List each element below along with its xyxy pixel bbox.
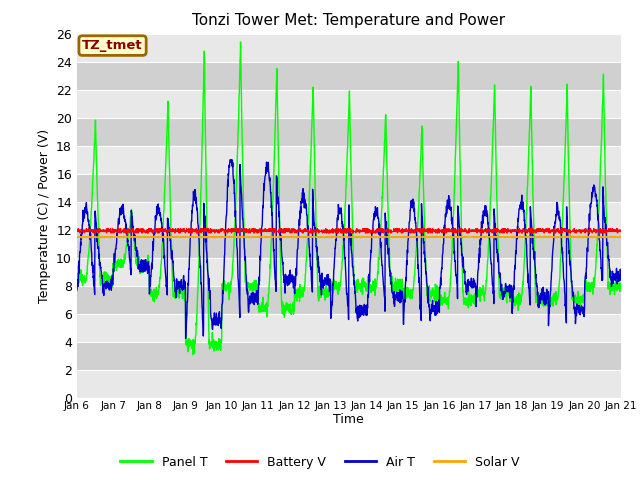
Air T	[182, 336, 189, 341]
Solar V	[617, 234, 625, 240]
Solar V	[225, 234, 232, 240]
Solar V	[507, 234, 515, 240]
Bar	[77, 174, 621, 202]
Battery V	[377, 227, 385, 233]
Bar	[77, 118, 621, 146]
Air T	[225, 171, 232, 177]
Legend: Panel T, Battery V, Air T, Solar V: Panel T, Battery V, Air T, Solar V	[115, 451, 525, 474]
Y-axis label: Temperature (C) / Power (V): Temperature (C) / Power (V)	[38, 129, 51, 303]
Air T	[73, 288, 81, 293]
Air T	[570, 293, 577, 299]
Bar	[77, 90, 621, 118]
Panel T	[225, 280, 232, 286]
Line: Panel T: Panel T	[77, 42, 621, 355]
Line: Air T: Air T	[77, 160, 621, 338]
Solar V	[569, 233, 577, 239]
Panel T	[189, 352, 196, 358]
Panel T	[570, 298, 577, 304]
Air T	[226, 157, 234, 163]
Air T	[377, 244, 385, 250]
Bar	[77, 342, 621, 371]
Panel T	[617, 280, 625, 286]
Line: Battery V: Battery V	[77, 228, 621, 233]
Air T	[617, 277, 625, 283]
Panel T	[237, 39, 244, 45]
Bar	[77, 230, 621, 258]
Bar	[77, 61, 621, 90]
Bar	[77, 286, 621, 314]
Solar V	[570, 234, 577, 240]
Battery V	[584, 228, 592, 234]
Text: TZ_tmet: TZ_tmet	[82, 39, 143, 52]
Bar	[77, 202, 621, 230]
Solar V	[79, 235, 86, 241]
Panel T	[73, 276, 81, 282]
Line: Solar V: Solar V	[77, 236, 621, 238]
Battery V	[73, 227, 81, 233]
Bar	[77, 371, 621, 398]
Bar	[77, 314, 621, 342]
Air T	[365, 280, 372, 286]
Bar	[77, 146, 621, 174]
Battery V	[617, 228, 625, 234]
Panel T	[377, 228, 385, 234]
Battery V	[570, 228, 577, 234]
Panel T	[365, 283, 372, 288]
Air T	[508, 289, 515, 295]
Solar V	[73, 234, 81, 240]
X-axis label: Time: Time	[333, 413, 364, 426]
Bar	[77, 258, 621, 286]
Solar V	[376, 234, 384, 240]
Bar	[77, 34, 621, 61]
Battery V	[74, 226, 82, 231]
Solar V	[584, 234, 592, 240]
Title: Tonzi Tower Met: Temperature and Power: Tonzi Tower Met: Temperature and Power	[192, 13, 506, 28]
Panel T	[508, 291, 515, 297]
Battery V	[365, 227, 372, 233]
Battery V	[76, 230, 84, 236]
Air T	[584, 235, 592, 240]
Panel T	[584, 288, 592, 294]
Battery V	[508, 230, 515, 236]
Solar V	[365, 234, 372, 240]
Battery V	[225, 228, 233, 234]
